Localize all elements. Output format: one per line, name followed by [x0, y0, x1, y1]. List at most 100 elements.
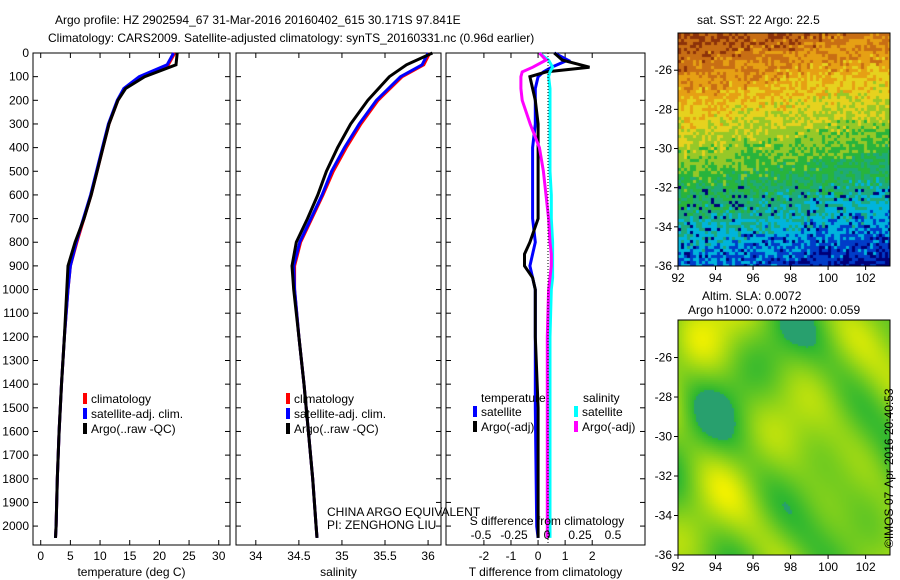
x-tick-label: 2: [589, 549, 596, 563]
y-tick-label: -36: [655, 259, 673, 273]
x-tick-label: 1: [562, 549, 569, 563]
legend-swatch: [574, 406, 578, 417]
legend-title-temperature: temperature: [481, 391, 546, 405]
x-tick-label: 0: [37, 549, 44, 563]
salinity-axes-frame: [235, 52, 442, 546]
title-line1: Argo profile: HZ 2902594_67 31-Mar-2016 …: [55, 13, 461, 27]
difference-line-s-argo-adj-: [519, 51, 553, 538]
legend-label: satellite-adj. clim.: [91, 407, 183, 421]
x-tick-label: 96: [746, 560, 760, 574]
difference-line-t-argo-adj-: [523, 51, 590, 538]
legend-label: climatology: [294, 392, 354, 406]
pi-name: PI: ZENGHONG LIU: [327, 518, 436, 532]
legend-swatch: [473, 406, 477, 417]
y-tick-label: 700: [9, 212, 29, 226]
legend-label: Argo(-adj): [582, 420, 635, 434]
y-tick-label: -26: [655, 351, 673, 365]
y-tick-label: 100: [9, 70, 29, 84]
x-tick-label: 98: [784, 560, 798, 574]
temperature-line-satellite-adj-clim-: [54, 52, 175, 538]
x-tick-label: -1: [506, 549, 517, 563]
temperature-line-climatology: [54, 52, 177, 538]
legend-swatch: [286, 408, 290, 419]
y-tick-label: -34: [655, 220, 673, 234]
y-tick-label: -32: [655, 469, 673, 483]
x2-label: S difference from climatology: [470, 514, 625, 528]
x-tick-label: 36: [421, 549, 435, 563]
difference-line-s-satellite: [538, 51, 555, 538]
legend-label: satellite: [582, 405, 623, 419]
x-tick-label: 30: [212, 549, 226, 563]
x2-tick-label: 0.5: [605, 528, 622, 542]
legend-label: Argo(..raw -QC): [294, 422, 379, 436]
legend-title-salinity: salinity: [583, 391, 620, 405]
x-tick-label: 94: [709, 271, 723, 285]
title-line2: Climatology: CARS2009. Satellite-adjuste…: [48, 31, 534, 45]
x2-tick-label: 0.25: [568, 528, 592, 542]
y-tick-label: 400: [9, 141, 29, 155]
x2-tick-label: 0: [544, 528, 551, 542]
y-tick-label: -36: [655, 548, 673, 562]
legend-label: Argo(-adj): [481, 420, 534, 434]
x-tick-label: 92: [671, 271, 685, 285]
y-tick-label: 1100: [3, 306, 29, 320]
x-tick-label: 102: [856, 271, 876, 285]
y-tick-label: 1400: [2, 377, 29, 391]
legend-label: satellite: [481, 405, 522, 419]
y-tick-label: -32: [655, 181, 673, 195]
x-tick-label: 94: [709, 560, 723, 574]
x-tick-label: 34.5: [287, 549, 311, 563]
legend-swatch: [83, 408, 87, 419]
sla-subtitle: Argo h1000: 0.072 h2000: 0.059: [688, 303, 860, 317]
sla-title: Altim. SLA: 0.0072: [702, 289, 802, 303]
x-tick-label: 98: [784, 271, 798, 285]
y-tick-label: 600: [9, 188, 29, 202]
x-tick-label: 25: [182, 549, 196, 563]
temperature-line-argo-raw-qc-: [54, 52, 179, 538]
y-tick-label: -34: [655, 509, 673, 523]
x-tick-label: 10: [93, 549, 107, 563]
sst-title: sat. SST: 22 Argo: 22.5: [697, 13, 820, 27]
x-tick-label: 92: [671, 560, 685, 574]
x-tick-label: 96: [746, 271, 760, 285]
salinity-line-argo-raw-qc-: [290, 51, 434, 539]
legend-swatch: [286, 393, 290, 404]
sla-map-frame: [677, 319, 891, 556]
y-tick-label: 1000: [2, 283, 29, 297]
y-tick-label: -30: [655, 142, 673, 156]
x-tick-label: 34: [249, 549, 263, 563]
y-tick-label: 2000: [2, 519, 29, 533]
x2-tick-label: -0.5: [471, 528, 492, 542]
y-tick-label: 0: [22, 46, 29, 60]
float-owner: CHINA ARGO EQUIVALENT: [327, 505, 481, 519]
x-tick-label: 100: [818, 271, 838, 285]
x-tick-label: 102: [856, 560, 876, 574]
x-tick-label: 35: [335, 549, 349, 563]
temperature-xlabel: temperature (deg C): [77, 565, 185, 579]
y-tick-label: 800: [9, 235, 29, 249]
y-tick-label: 1300: [2, 354, 29, 368]
y-tick-label: -28: [655, 390, 673, 404]
credit-text: ©IMOS 07-Apr-2016 20:40:53: [882, 388, 896, 548]
legend-swatch: [83, 393, 87, 404]
y-tick-label: 900: [9, 259, 29, 273]
legend-label: climatology: [91, 392, 151, 406]
y-tick-label: 500: [9, 164, 29, 178]
y-tick-label: 1200: [2, 330, 29, 344]
y-tick-label: 300: [9, 117, 29, 131]
y-tick-label: 1800: [2, 472, 29, 486]
legend-label: satellite-adj. clim.: [294, 407, 386, 421]
sst-map-frame: [677, 32, 891, 267]
legend-label: Argo(..raw -QC): [91, 422, 176, 436]
legend-swatch: [574, 421, 578, 432]
y-tick-label: 1900: [2, 495, 29, 509]
sla-map-image: [678, 320, 890, 555]
x-tick-label: 100: [818, 560, 838, 574]
y-tick-label: 1700: [2, 448, 29, 462]
x2-tick-label: -0.25: [500, 528, 528, 542]
legend-swatch: [286, 423, 290, 434]
y-tick-label: -26: [655, 63, 673, 77]
y-tick-label: 1500: [2, 401, 29, 415]
